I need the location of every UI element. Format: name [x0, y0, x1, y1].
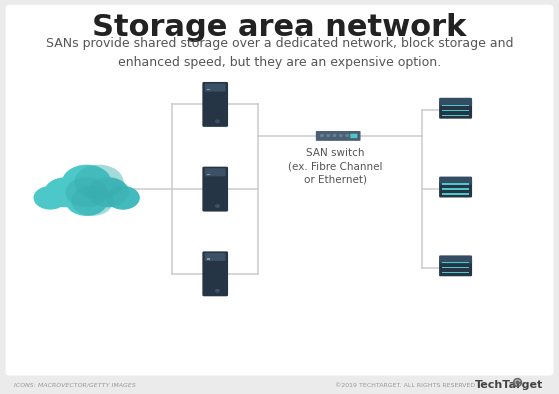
Text: SANs provide shared storage over a dedicated network, block storage and
enhanced: SANs provide shared storage over a dedic…	[46, 37, 513, 69]
FancyBboxPatch shape	[439, 260, 472, 276]
Text: TechTarget: TechTarget	[475, 380, 543, 390]
Circle shape	[216, 120, 219, 123]
FancyBboxPatch shape	[202, 82, 228, 127]
FancyBboxPatch shape	[439, 98, 472, 106]
Text: ©2019 TECHTARGET. ALL RIGHTS RESERVED: ©2019 TECHTARGET. ALL RIGHTS RESERVED	[335, 383, 476, 388]
Bar	[442, 104, 470, 106]
Bar	[207, 89, 210, 90]
Text: SAN switch
(ex. Fibre Channel
or Ethernet): SAN switch (ex. Fibre Channel or Etherne…	[288, 148, 383, 185]
Bar	[442, 267, 470, 268]
FancyBboxPatch shape	[439, 102, 472, 119]
FancyBboxPatch shape	[439, 177, 472, 185]
Circle shape	[327, 135, 329, 136]
FancyBboxPatch shape	[205, 253, 226, 261]
FancyBboxPatch shape	[350, 134, 357, 138]
Bar	[442, 183, 470, 184]
Text: ICONS: MACROVECTOR/GETTY IMAGES: ICONS: MACROVECTOR/GETTY IMAGES	[14, 383, 136, 388]
Bar	[442, 272, 470, 273]
FancyBboxPatch shape	[202, 251, 228, 296]
Bar	[442, 110, 470, 111]
Circle shape	[346, 135, 348, 136]
Circle shape	[321, 135, 323, 136]
FancyBboxPatch shape	[316, 131, 361, 141]
Text: Storage area network: Storage area network	[92, 13, 467, 42]
Bar	[442, 193, 470, 195]
FancyBboxPatch shape	[439, 181, 472, 197]
FancyBboxPatch shape	[439, 255, 472, 264]
Bar	[442, 115, 470, 116]
Bar	[207, 173, 210, 175]
FancyBboxPatch shape	[202, 167, 228, 212]
Bar	[207, 258, 210, 260]
FancyBboxPatch shape	[205, 168, 226, 176]
Circle shape	[333, 135, 336, 136]
Circle shape	[340, 135, 342, 136]
Circle shape	[216, 290, 219, 292]
Circle shape	[216, 205, 219, 207]
FancyBboxPatch shape	[205, 84, 226, 91]
Bar	[442, 188, 470, 190]
Bar	[442, 262, 470, 263]
